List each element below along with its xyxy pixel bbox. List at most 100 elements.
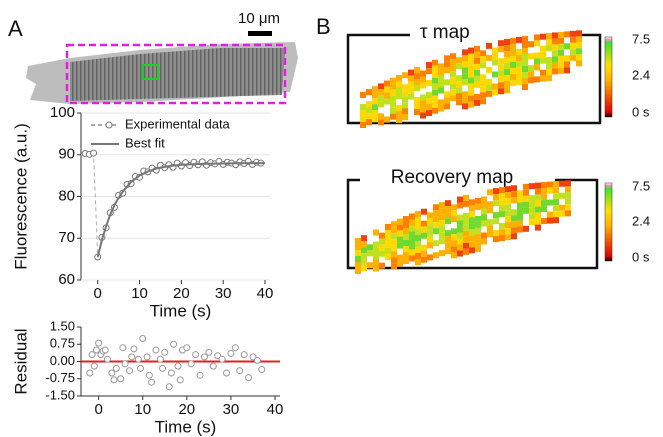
map-pixel — [510, 79, 516, 86]
map-pixel — [493, 194, 499, 201]
map-pixel — [558, 37, 564, 44]
map-pixel — [517, 214, 523, 221]
map-pixel — [451, 234, 457, 241]
map-pixel — [360, 92, 366, 98]
map-pixel — [528, 65, 534, 72]
data-point — [156, 355, 164, 363]
map-pixel — [528, 41, 534, 48]
legend-label: Experimental data — [125, 116, 231, 131]
map-pixel — [408, 93, 414, 100]
map-pixel — [457, 244, 463, 251]
map-pixel — [505, 186, 511, 193]
map-pixel — [439, 250, 445, 257]
map-pixel — [450, 77, 456, 84]
map-pixel — [504, 57, 510, 64]
map-pixel — [366, 101, 372, 108]
map-pixel — [427, 236, 433, 243]
map-pixel — [408, 75, 414, 82]
map-pixel — [426, 80, 432, 87]
map-pixel — [415, 235, 421, 242]
map-pixel — [372, 86, 378, 93]
map-pixel — [511, 191, 517, 198]
map-pixel — [499, 235, 505, 242]
data-point — [101, 346, 109, 354]
map-pixel — [397, 218, 403, 225]
map-pixel — [420, 82, 426, 89]
map-pixel — [402, 72, 408, 79]
data-point — [112, 364, 120, 372]
data-point — [253, 356, 261, 364]
map-pixel — [415, 229, 421, 236]
map-pixel — [523, 201, 529, 208]
data-point — [90, 362, 98, 370]
map-pixel — [504, 81, 510, 88]
map-pixel — [379, 250, 385, 257]
map-pixel — [391, 221, 397, 228]
map-pixel — [415, 247, 421, 254]
map-pixel — [576, 48, 582, 55]
map-pixel — [493, 212, 499, 219]
data-point — [130, 345, 138, 353]
map-pixel — [457, 202, 463, 209]
map-pixel — [421, 244, 427, 251]
map-pixel — [498, 58, 504, 65]
scale-bar — [248, 31, 272, 36]
legend-marker — [105, 121, 113, 129]
map-pixel — [396, 80, 402, 87]
data-point — [236, 367, 244, 375]
map-pixel — [403, 240, 409, 247]
map-pixel — [535, 206, 541, 213]
map-pixel — [481, 220, 487, 227]
map-pixel — [433, 222, 439, 229]
map-pixel — [510, 55, 516, 62]
map-pixel — [504, 63, 510, 70]
data-point — [196, 371, 204, 379]
map-pixel — [505, 228, 511, 235]
map-pixel — [456, 75, 462, 82]
map-pixel — [541, 218, 547, 225]
data-point — [145, 371, 153, 379]
map-pixel — [504, 39, 510, 46]
map-pixel — [463, 212, 469, 219]
map-pixel — [492, 83, 498, 90]
map-pixel — [391, 245, 397, 252]
map-pixel — [426, 92, 432, 99]
map-pixel — [415, 223, 421, 230]
map-pixel — [444, 91, 450, 98]
map-pixel — [505, 198, 511, 205]
map-pixel — [565, 204, 571, 211]
x-tick-label: 20 — [173, 285, 190, 302]
map-pixel — [570, 48, 576, 55]
map-pixel — [409, 231, 415, 238]
map-pixel — [529, 201, 535, 208]
map-pixel — [475, 227, 481, 234]
map-pixel — [534, 40, 540, 47]
map-pixel — [546, 63, 552, 70]
data-point — [139, 335, 147, 342]
map-pixel — [493, 236, 499, 243]
map-pixel — [511, 227, 517, 234]
map-pixel — [492, 59, 498, 66]
map-pixel — [408, 81, 414, 88]
map-pixel — [432, 83, 438, 90]
map-pixel — [522, 54, 528, 61]
map-pixel — [475, 239, 481, 246]
colorbar — [604, 182, 613, 262]
data-point — [95, 339, 103, 347]
map-pixel — [546, 45, 552, 52]
map-pixel — [421, 232, 427, 239]
map-pixel — [517, 226, 523, 233]
data-point — [110, 376, 118, 384]
map-pixel — [486, 84, 492, 91]
map-pixel — [463, 200, 469, 207]
map-pixel — [552, 68, 558, 75]
map-pixel — [445, 206, 451, 213]
map-pixel — [463, 242, 469, 249]
map-pixel — [463, 248, 469, 255]
map-pixel — [432, 71, 438, 78]
map-pixel — [432, 107, 438, 114]
map-pixel — [558, 61, 564, 68]
map-pixel — [445, 236, 451, 243]
map-pixel — [504, 69, 510, 76]
map-pixel — [426, 62, 432, 69]
